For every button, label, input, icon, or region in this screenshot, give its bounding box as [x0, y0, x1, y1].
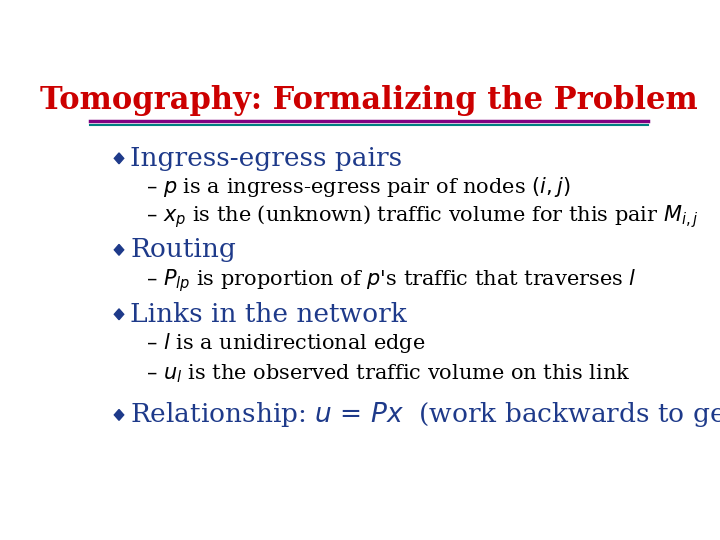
- Polygon shape: [114, 153, 124, 164]
- Text: – $\mathbf{\mathit{u}}_{\mathit{l}}$ is the observed traffic volume on this link: – $\mathbf{\mathit{u}}_{\mathit{l}}$ is …: [145, 362, 630, 384]
- Text: Ingress-egress pairs: Ingress-egress pairs: [130, 146, 402, 171]
- Text: – $\mathit{l}$ is a unidirectional edge: – $\mathit{l}$ is a unidirectional edge: [145, 332, 426, 355]
- Polygon shape: [114, 245, 124, 255]
- Text: – $\mathbf{\mathit{p}}$ is a ingress-egress pair of nodes $\mathit{(i,j)}$: – $\mathbf{\mathit{p}}$ is a ingress-egr…: [145, 176, 570, 199]
- Polygon shape: [114, 309, 124, 320]
- Text: Relationship: $\mathbf{\mathit{u}}$ = $\mathbf{\mathit{Px}}$  (work backwards to: Relationship: $\mathbf{\mathit{u}}$ = $\…: [130, 400, 720, 429]
- Text: Tomography: Formalizing the Problem: Tomography: Formalizing the Problem: [40, 85, 698, 116]
- Polygon shape: [114, 409, 124, 420]
- Text: Links in the network: Links in the network: [130, 302, 407, 327]
- Text: – $\mathit{P_{lp}}$ is proportion of $\mathbf{\mathit{p}}$'s traffic that traver: – $\mathit{P_{lp}}$ is proportion of $\m…: [145, 268, 636, 294]
- Text: – $\mathbf{\mathit{x}}_{\mathbf{\mathit{p}}}$ is the (unknown) traffic volume fo: – $\mathbf{\mathit{x}}_{\mathbf{\mathit{…: [145, 203, 698, 230]
- Text: Routing: Routing: [130, 238, 236, 262]
